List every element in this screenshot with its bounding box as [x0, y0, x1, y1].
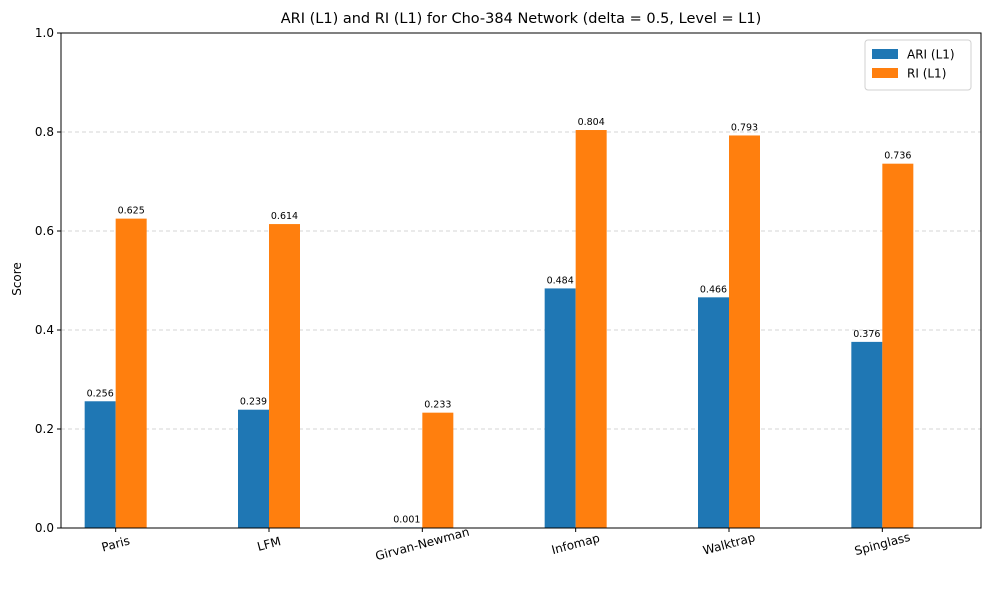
plot-frame [60, 32, 982, 529]
y-tick-label: 0.2 [35, 422, 54, 436]
bars [84, 130, 914, 528]
legend-label: RI (L1) [907, 67, 946, 81]
chart-title: ARI (L1) and RI (L1) for Cho-384 Network… [281, 11, 761, 27]
y-axis-label: Score [10, 262, 24, 296]
data-labels: 0.256 0.625 0.239 0.614 0.001 0.233 0.484 0.804… [87, 117, 912, 525]
bar-ri [729, 135, 760, 528]
bar-ari [238, 409, 269, 528]
x-tick-label: Walktrap [701, 530, 756, 557]
bar-ari [84, 401, 116, 528]
data-label: 0.256 [87, 388, 114, 399]
x-tick-label: Paris [100, 534, 131, 555]
data-label: 0.239 [240, 397, 267, 408]
y-tick-label: 0.6 [35, 224, 54, 238]
bar-ri [115, 218, 147, 528]
data-label: 0.736 [884, 151, 911, 162]
data-label: 0.804 [578, 117, 605, 128]
data-label: 0.233 [424, 400, 451, 411]
data-label: 0.466 [700, 284, 727, 295]
y-tick-label: 0.4 [35, 323, 54, 337]
bar-ri [269, 224, 300, 528]
legend: ARI (L1) RI (L1) [864, 39, 972, 91]
x-tick-label: Infomap [550, 531, 601, 557]
legend-swatch [872, 68, 898, 78]
bar-ari [851, 341, 883, 528]
bar-ri [882, 163, 914, 528]
grid-lines [61, 131, 981, 430]
y-tick-label: 1.0 [35, 26, 54, 40]
y-tick-label: 0.8 [35, 125, 54, 139]
bar-ri [422, 412, 454, 528]
y-tick-label: 0.0 [35, 521, 54, 535]
data-label: 0.793 [731, 122, 758, 133]
x-tick-label: LFM [256, 534, 283, 554]
legend-swatch [872, 49, 898, 59]
bar-ari [698, 297, 729, 528]
bar-ari [544, 288, 576, 528]
data-label: 0.001 [393, 515, 420, 526]
x-tick-label: Spinglass [853, 530, 912, 558]
data-label: 0.625 [118, 206, 145, 217]
data-label: 0.376 [853, 329, 880, 340]
bar-ri [575, 130, 607, 528]
data-label: 0.614 [271, 211, 298, 222]
data-label: 0.484 [547, 275, 574, 286]
legend-label: ARI (L1) [907, 48, 955, 62]
